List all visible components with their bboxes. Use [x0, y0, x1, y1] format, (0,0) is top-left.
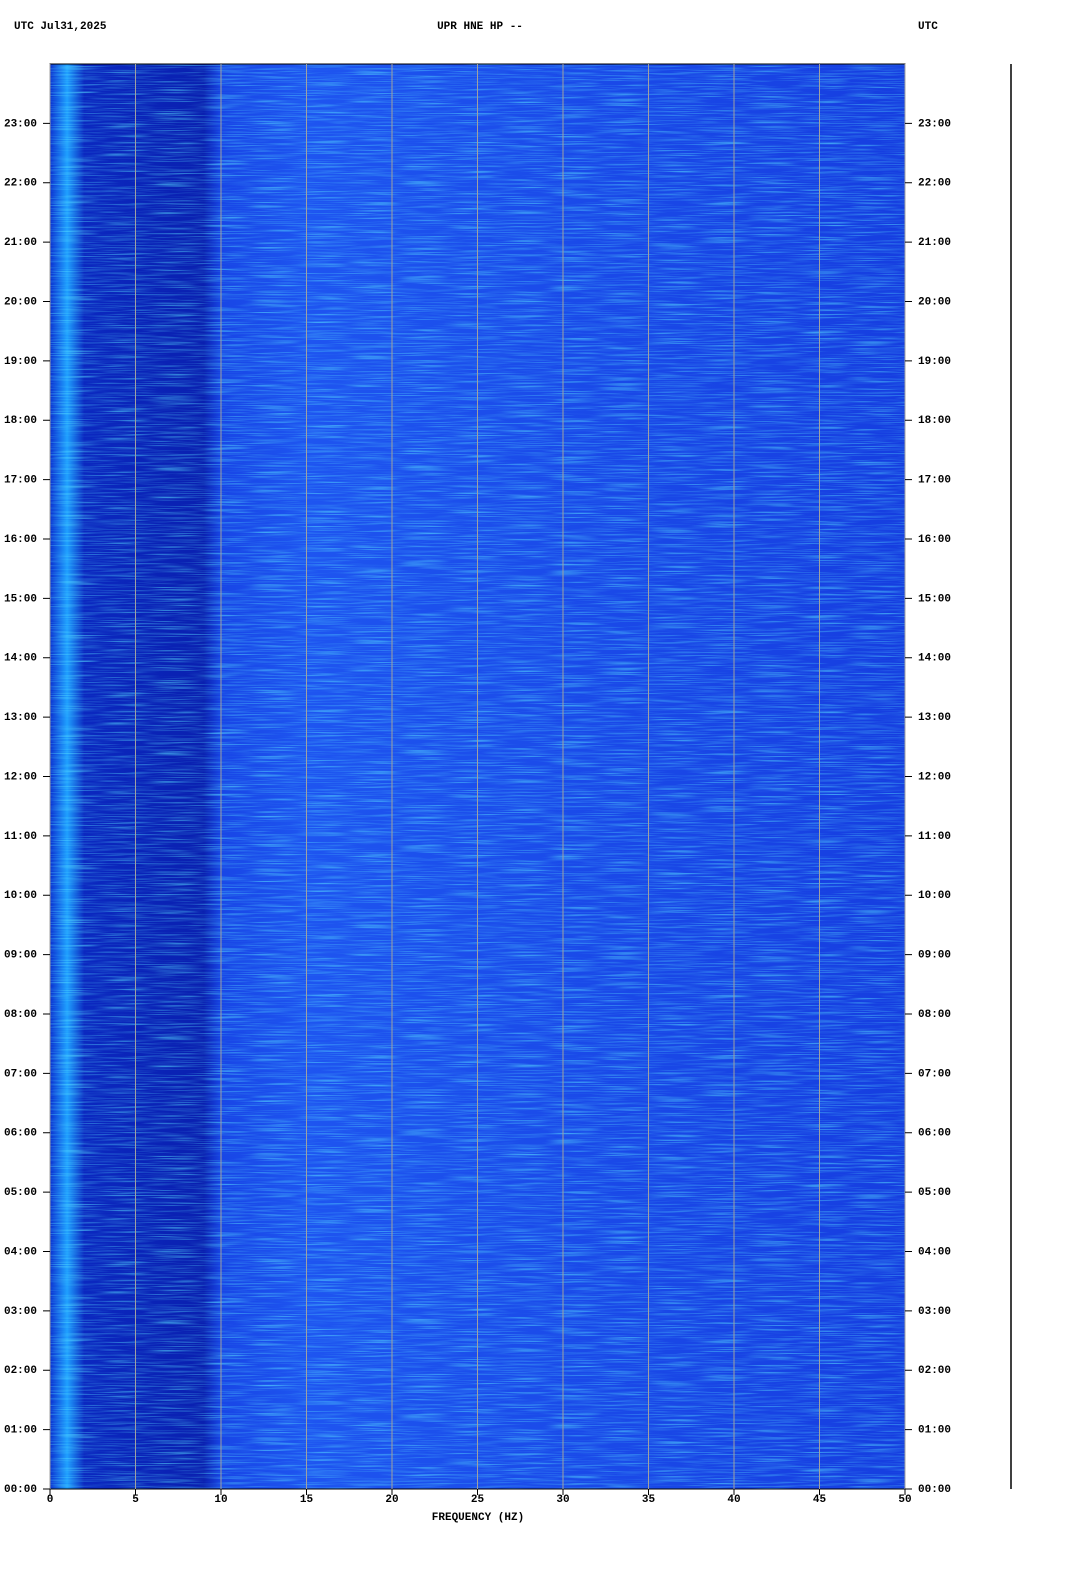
- x-tick-label: 30: [556, 1494, 569, 1506]
- y-tick-label: 06:00: [918, 1128, 951, 1140]
- y-tick-label: 17:00: [4, 475, 37, 487]
- y-tick-label: 21:00: [4, 237, 37, 249]
- y-tick-label: 05:00: [918, 1187, 951, 1199]
- y-tick-label: 15:00: [4, 593, 37, 605]
- x-tick-label: 15: [300, 1494, 314, 1506]
- y-tick-label: 16:00: [918, 534, 951, 546]
- y-tick-label: 17:00: [918, 475, 951, 487]
- x-tick-label: 50: [898, 1494, 911, 1506]
- header-right: UTC: [918, 21, 938, 33]
- y-tick-label: 04:00: [918, 1246, 951, 1258]
- x-tick-label: 40: [727, 1494, 740, 1506]
- y-tick-label: 12:00: [918, 771, 951, 783]
- y-tick-label: 09:00: [918, 950, 951, 962]
- y-tick-label: 07:00: [918, 1068, 951, 1080]
- y-tick-label: 09:00: [4, 950, 37, 962]
- x-tick-label: 0: [47, 1494, 54, 1506]
- x-tick-label: 5: [132, 1494, 139, 1506]
- y-tick-label: 18:00: [4, 415, 37, 427]
- y-tick-label: 22:00: [918, 178, 951, 190]
- y-tick-label: 08:00: [918, 1009, 951, 1021]
- y-tick-label: 08:00: [4, 1009, 37, 1021]
- x-tick-label: 10: [214, 1494, 227, 1506]
- chart-title: UPR HNE HP --: [437, 21, 523, 33]
- y-tick-label: 11:00: [918, 831, 951, 843]
- x-tick-label: 35: [642, 1494, 656, 1506]
- y-tick-label: 10:00: [4, 890, 37, 902]
- y-tick-label: 14:00: [4, 653, 37, 665]
- y-tick-label: 14:00: [918, 653, 951, 665]
- y-tick-label: 23:00: [4, 118, 37, 130]
- y-tick-label: 00:00: [918, 1484, 951, 1496]
- y-tick-label: 04:00: [4, 1246, 37, 1258]
- y-tick-label: 10:00: [918, 890, 951, 902]
- y-tick-label: 13:00: [918, 712, 951, 724]
- y-tick-label: 20:00: [4, 296, 37, 308]
- y-tick-label: 22:00: [4, 178, 37, 190]
- y-tick-label: 03:00: [918, 1306, 951, 1318]
- y-tick-label: 02:00: [4, 1365, 37, 1377]
- y-tick-label: 15:00: [918, 593, 951, 605]
- y-tick-label: 18:00: [918, 415, 951, 427]
- y-tick-label: 01:00: [918, 1425, 951, 1437]
- y-tick-label: 06:00: [4, 1128, 37, 1140]
- y-tick-label: 19:00: [918, 356, 951, 368]
- y-tick-label: 19:00: [4, 356, 37, 368]
- y-tick-label: 01:00: [4, 1425, 37, 1437]
- x-tick-label: 25: [471, 1494, 485, 1506]
- header-left: UTC Jul31,2025: [14, 21, 107, 33]
- y-tick-label: 13:00: [4, 712, 37, 724]
- y-tick-label: 00:00: [4, 1484, 37, 1496]
- y-tick-label: 02:00: [918, 1365, 951, 1377]
- y-tick-label: 16:00: [4, 534, 37, 546]
- x-tick-label: 20: [385, 1494, 398, 1506]
- x-axis-label: FREQUENCY (HZ): [432, 1512, 524, 1524]
- y-tick-label: 07:00: [4, 1068, 37, 1080]
- x-tick-label: 45: [813, 1494, 827, 1506]
- y-tick-label: 05:00: [4, 1187, 37, 1199]
- y-tick-label: 11:00: [4, 831, 37, 843]
- y-tick-label: 03:00: [4, 1306, 37, 1318]
- y-tick-label: 20:00: [918, 296, 951, 308]
- y-tick-label: 23:00: [918, 118, 951, 130]
- y-tick-label: 12:00: [4, 771, 37, 783]
- y-tick-label: 21:00: [918, 237, 951, 249]
